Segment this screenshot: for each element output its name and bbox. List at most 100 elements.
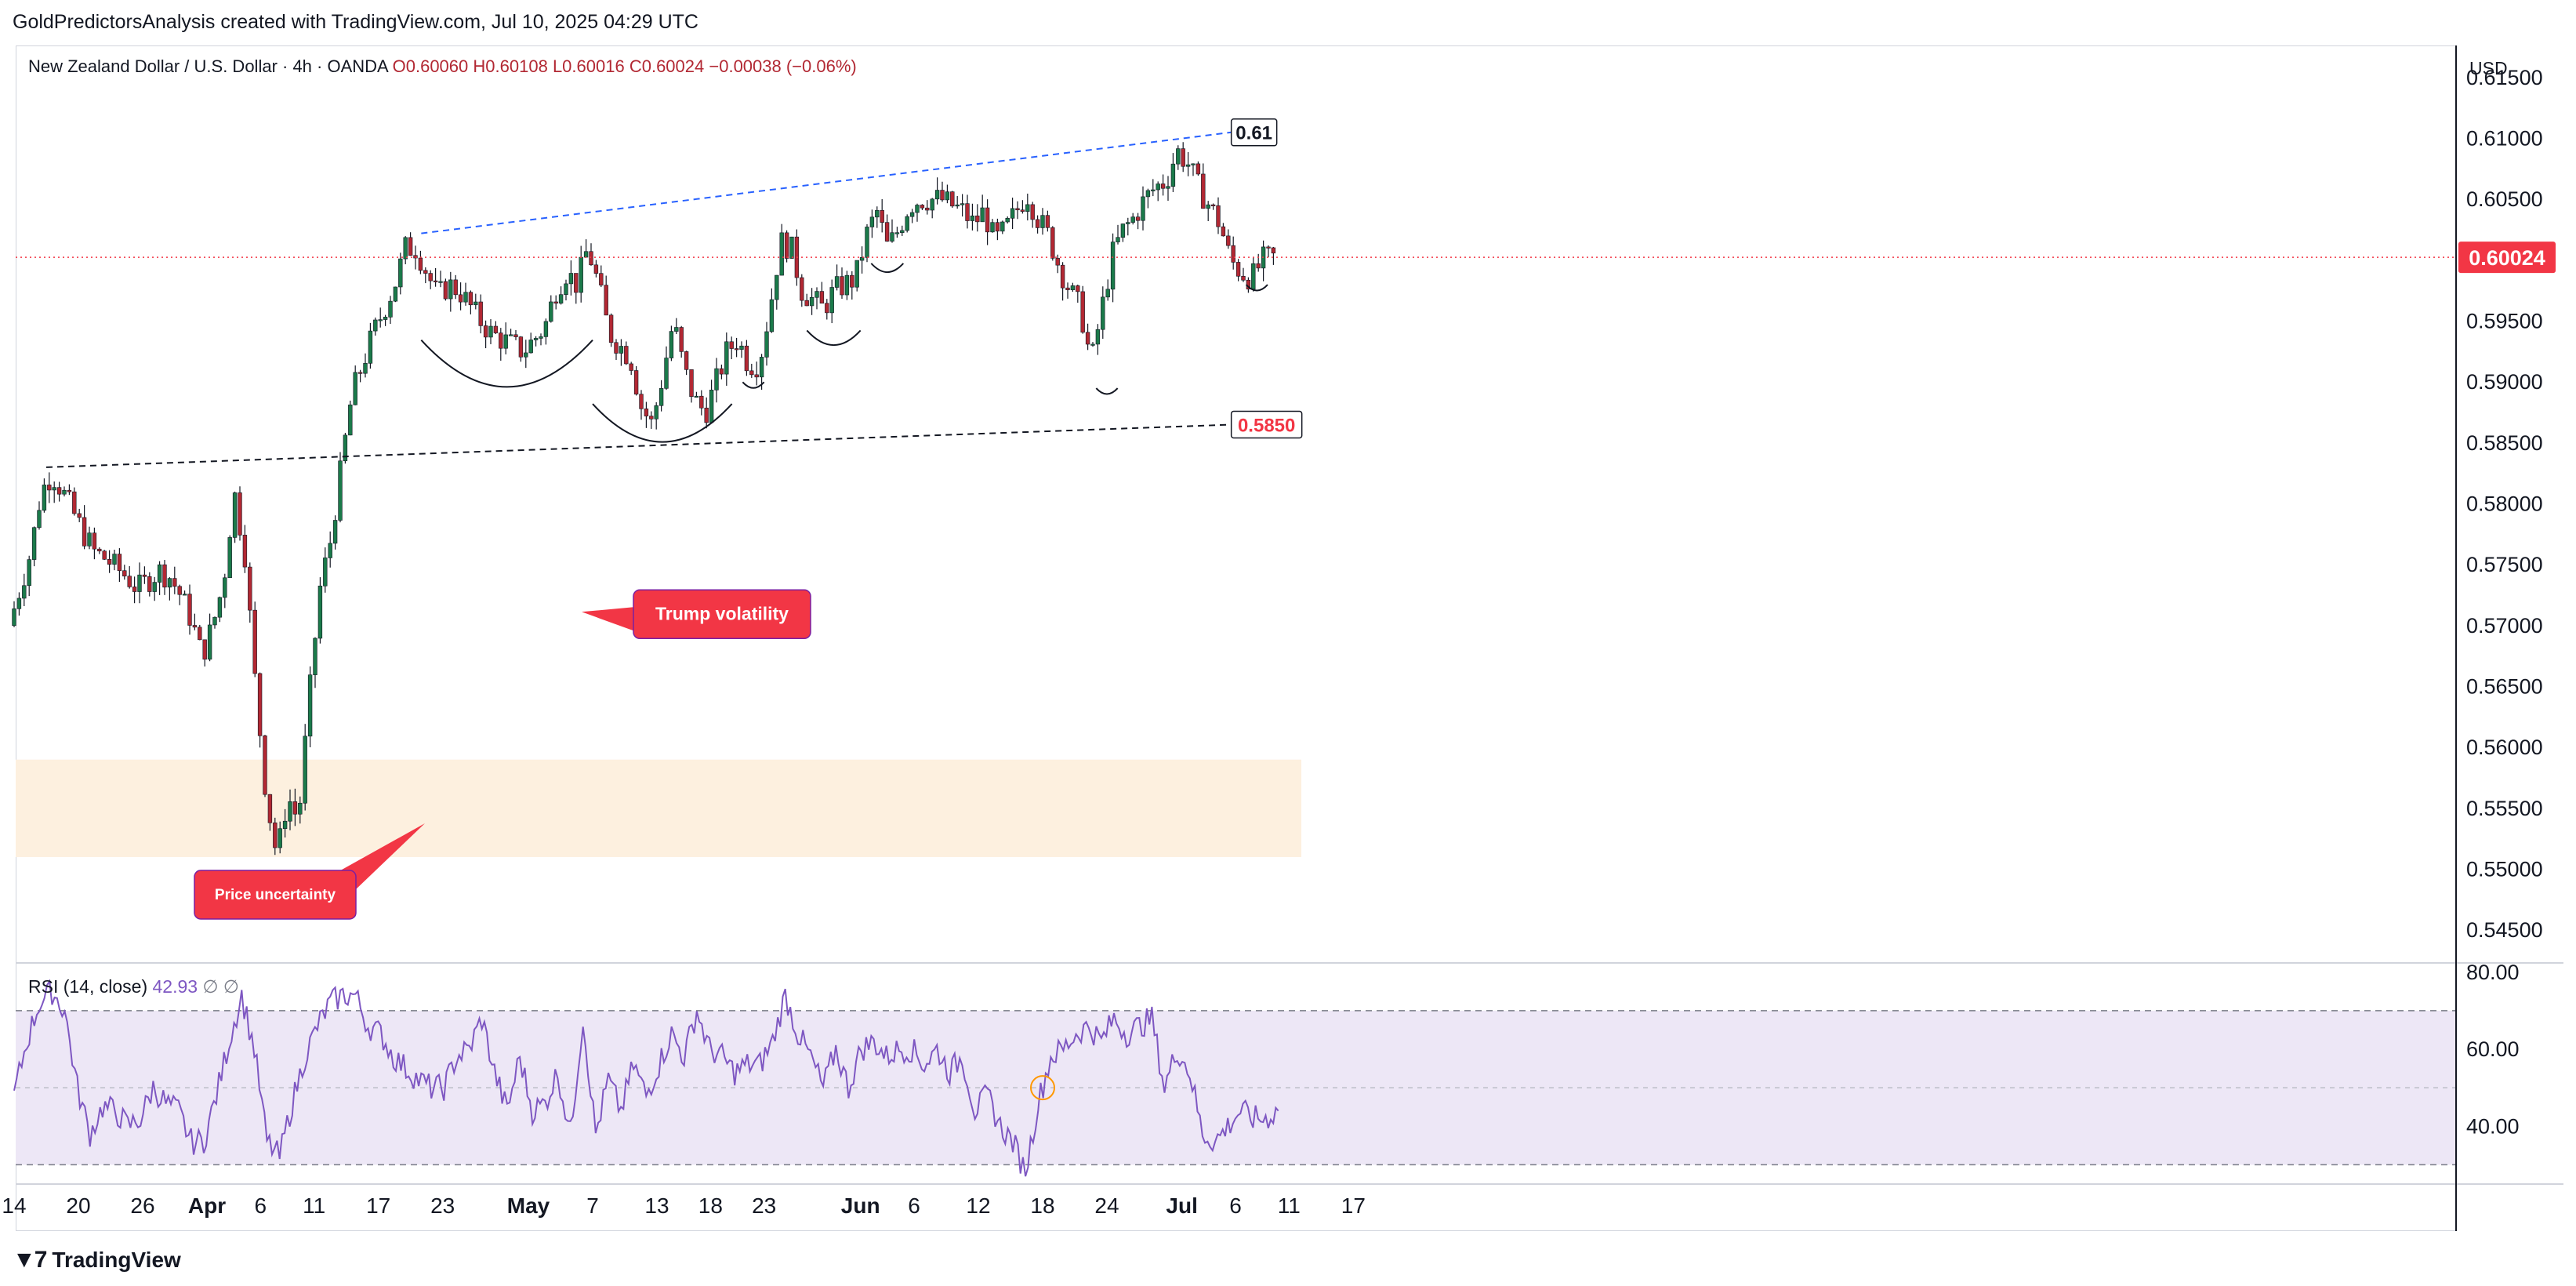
time-tick-label: 18 [698,1193,723,1218]
candle-body [528,340,533,354]
candle-body [890,232,894,242]
candle-body [463,292,468,303]
time-tick-label: Apr [188,1193,226,1218]
candle-body [624,346,629,365]
candle-body [995,222,1000,232]
time-tick-label: 11 [1278,1193,1301,1218]
candle-body [775,274,779,300]
callout-pointer [582,607,633,631]
callout-trump-volatility-text: Trump volatility [655,603,789,623]
candle-body [840,276,844,296]
candle-body [47,485,52,491]
candle-body [844,274,850,296]
candle-body [82,517,87,547]
candle-body [518,336,524,358]
candle-body [317,585,323,639]
callout-price-uncertainty-text: Price uncertainty [215,887,336,903]
candle-body [122,570,127,577]
time-tick-label: 6 [1229,1193,1242,1218]
candle-body [804,300,809,307]
candle-body [800,277,804,301]
candle-body [784,232,789,259]
candle-body [834,276,840,288]
candle-body [223,577,227,598]
candle-body [764,331,769,358]
symbol-legend[interactable]: New Zealand Dollar / U.S. Dollar · 4h · … [28,56,857,77]
time-tick-label: 24 [1094,1193,1119,1218]
candle-body [950,191,955,207]
candle-body [564,283,568,295]
candle-body [298,802,303,815]
candle-body [543,321,549,337]
candle-body [368,330,373,364]
candle-body [147,576,152,592]
candle-body [142,574,147,577]
time-tick-label: Jun [841,1193,880,1218]
candle-body [909,212,915,217]
candle-body [1241,275,1246,281]
price-chart[interactable]: 0.615000.610000.605000.600000.595000.590… [0,0,2576,1231]
candle-body [854,260,859,288]
candle-body [759,357,764,378]
rsi-legend: RSI (14, close) 42.93 ∅ ∅ [28,976,239,997]
callout-price-uncertainty [194,870,357,920]
candle-body [1116,237,1120,242]
candle-body [1151,189,1156,191]
candle-body [378,319,383,322]
candle-body [859,257,865,261]
candle-body [398,258,403,288]
candle-body [945,191,950,201]
rsi-tick-label: 60.00 [2466,1037,2520,1061]
candle-body [905,216,909,231]
time-tick-label: 6 [908,1193,920,1218]
candle-body [614,342,619,354]
candle-body [599,273,604,285]
time-tick-label: 11 [303,1193,325,1218]
candle-body [77,513,82,518]
candle-body [267,794,273,823]
candle-body [1076,285,1080,292]
candle-body [1005,218,1010,223]
rsi-legend-extra: ∅ ∅ [202,976,238,997]
lower-trendline-label: 0.5850 [1238,416,1295,437]
candle-body [97,548,102,552]
candle-body [633,370,639,394]
candle-body [679,327,684,352]
candle-body [388,300,393,318]
candle-body [1065,287,1070,290]
time-tick-label: 12 [966,1193,990,1218]
candle-body [539,336,543,339]
time-tick-label: 6 [255,1193,267,1218]
time-tick-label: 13 [644,1193,669,1218]
candle-body [353,372,357,405]
candle-body [719,368,724,375]
candle-body [127,576,132,587]
candle-body [513,334,518,337]
candle-body [654,405,659,420]
candle-body [533,338,539,340]
candle-body [493,325,499,333]
candle-body [1030,204,1035,220]
candle-body [1181,148,1185,167]
candle-body [1070,285,1076,290]
candle-body [443,281,448,300]
callout-trump-volatility [633,589,811,640]
candle-body [202,639,207,660]
rsi-tick-label: 80.00 [2466,961,2520,984]
lower-trendline-badge [1230,410,1303,439]
candle-body [1055,258,1060,266]
candle-body [373,319,378,332]
candle-body [252,609,257,674]
candle-body [579,256,583,293]
candle-body [1010,208,1015,219]
candle-body [930,198,934,211]
candle-body [1015,208,1020,211]
candle-body [920,205,925,209]
candle-body [343,434,348,462]
candle-body [568,273,574,285]
upper-trendline-label: 0.61 [1235,123,1272,144]
candle-body [574,273,579,293]
candle-body [850,274,854,288]
candle-body [1210,204,1216,206]
time-tick-label: 14 [2,1193,26,1218]
